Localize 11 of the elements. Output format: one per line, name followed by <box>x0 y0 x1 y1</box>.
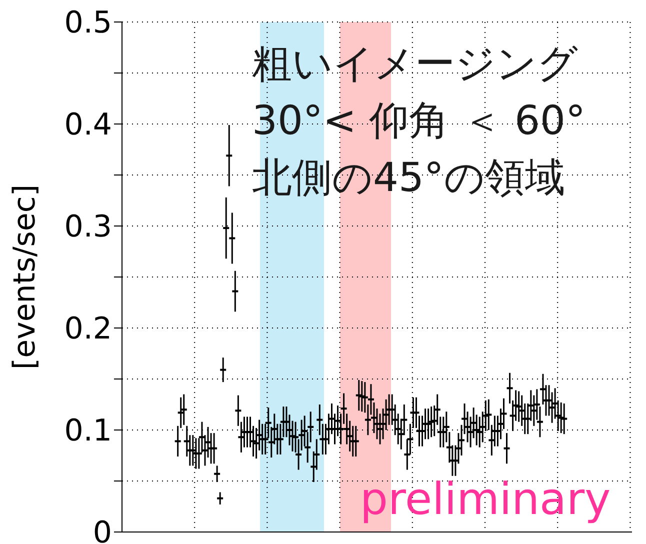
annotation: 北側の45°の領域 <box>252 154 565 202</box>
y-tick-label: 0.5 <box>64 6 112 41</box>
y-tick-label: 0.1 <box>64 414 112 449</box>
y-tick-label: 0.4 <box>64 108 112 143</box>
annotation: preliminary <box>360 474 611 527</box>
y-tick-label: 0.2 <box>64 312 112 347</box>
y-axis-title: [events/sec] <box>8 184 43 370</box>
y-tick-label: 0.3 <box>64 210 112 245</box>
y-tick-label: 0 <box>92 516 112 544</box>
annotation: 30°< 仰角 ＜ 60° <box>252 97 586 145</box>
annotation: 粗いイメージング <box>252 40 578 88</box>
